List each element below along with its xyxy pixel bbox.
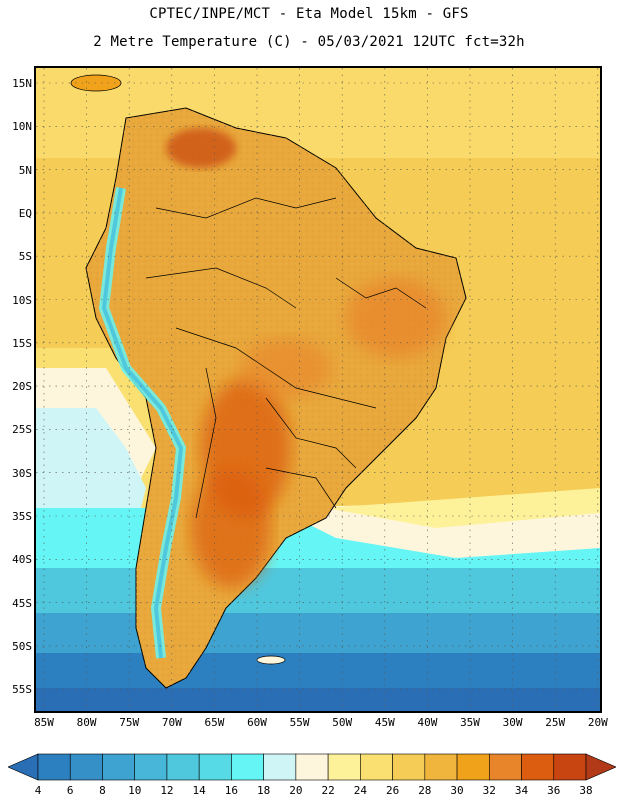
colorbar-segment xyxy=(521,753,555,781)
lon-label: 75W xyxy=(119,716,140,729)
colorbar-label: 38 xyxy=(579,784,593,797)
colorbar-segment xyxy=(488,753,522,781)
lon-label: 35W xyxy=(460,716,480,729)
colorbar-label: 34 xyxy=(514,784,529,797)
lat-label: 10N xyxy=(12,120,32,134)
colorbar-label: 12 xyxy=(160,784,174,797)
lat-label: 45S xyxy=(12,596,32,610)
lat-label: 10S xyxy=(12,293,32,307)
lat-label: 15N xyxy=(12,77,32,90)
lon-label: 80W xyxy=(76,716,97,729)
colorbar-label: 30 xyxy=(450,784,464,797)
temperature-map xyxy=(34,66,602,713)
colorbar-segment xyxy=(360,753,393,781)
lat-label: 15S xyxy=(12,336,32,350)
hot-core-northeast-brazil xyxy=(346,278,446,358)
lat-label: 20S xyxy=(12,380,32,394)
hot-core-argentina xyxy=(191,468,271,588)
colorbar: 4 6 8 10 12 14 16 18 20 22 24 26 28 30 32 34 36 38 xyxy=(7,752,617,798)
colorbar-label: 32 xyxy=(482,784,496,797)
country-borders xyxy=(145,197,427,519)
colorbar-label: 14 xyxy=(192,784,206,797)
lat-label: 40S xyxy=(12,553,32,567)
colorbar-label: 8 xyxy=(99,784,106,797)
lon-label: 20W xyxy=(587,716,608,729)
warm-core-central-brazil xyxy=(241,338,331,398)
colorbar-label: 26 xyxy=(385,784,400,797)
map-canvas xyxy=(36,68,600,711)
colorbar-canvas xyxy=(7,753,617,781)
colorbar-segment xyxy=(102,753,136,781)
colorbar-label: 16 xyxy=(224,784,239,797)
chart-title-line-2: 2 Metre Temperature (C) - 05/03/2021 12U… xyxy=(93,34,525,50)
lat-label: 5S xyxy=(18,250,32,264)
colorbar-arrow-low xyxy=(7,753,39,781)
ocean-atlantic-yellow-band xyxy=(326,488,600,528)
colorbar-arrow-high xyxy=(585,753,617,781)
lon-label: 55W xyxy=(289,716,310,729)
lon-label: 50W xyxy=(332,716,353,729)
lat-label: 50S xyxy=(12,639,32,653)
lon-label: 40W xyxy=(417,716,438,729)
andes-cold-core xyxy=(101,187,184,659)
colorbar-label: 28 xyxy=(418,784,432,797)
colorbar-segment xyxy=(553,753,587,781)
colorbar-segment xyxy=(166,753,200,781)
colorbar-label: 10 xyxy=(128,784,142,797)
lat-label: 25S xyxy=(12,423,32,437)
colorbar-label: 18 xyxy=(257,784,271,797)
lat-label: 55S xyxy=(12,683,32,697)
colorbar-label: 20 xyxy=(289,784,303,797)
colorbar-segment xyxy=(231,753,264,781)
caribbean-island xyxy=(70,74,122,92)
falkland-islands xyxy=(256,655,286,665)
lon-label: 70W xyxy=(161,716,182,729)
lat-label: 5N xyxy=(18,163,32,177)
colorbar-label: 6 xyxy=(66,784,74,797)
colorbar-label: 4 xyxy=(34,784,42,797)
colorbar-segment xyxy=(456,753,490,781)
colorbar-segment xyxy=(37,753,71,781)
colorbar-segment xyxy=(263,753,297,781)
ocean-band-4 xyxy=(36,688,600,711)
colorbar-segment xyxy=(295,753,329,781)
colorbar-segment xyxy=(198,753,232,781)
lat-label: 35S xyxy=(12,510,32,523)
colorbar-label: 24 xyxy=(353,784,367,797)
lat-label: 30S xyxy=(12,466,32,480)
colorbar-label: 36 xyxy=(547,784,561,797)
lat-label: EQ xyxy=(18,206,32,220)
chart-title-line-1: CPTEC/INPE/MCT - Eta Model 15km - GFS xyxy=(149,6,469,22)
ocean-pacific-cyan-band xyxy=(36,408,146,538)
colorbar-segment xyxy=(134,753,168,781)
colorbar-segment xyxy=(327,753,361,781)
lon-label: 65W xyxy=(204,716,225,729)
lon-label: 60W xyxy=(247,716,267,729)
lon-label: 30W xyxy=(502,716,523,729)
lon-label: 85W xyxy=(34,716,54,729)
south-america-land xyxy=(85,107,467,689)
lon-label: 25W xyxy=(545,716,566,729)
hot-core-venezuela xyxy=(166,128,236,168)
colorbar-segment xyxy=(424,753,458,781)
colorbar-segment xyxy=(69,753,103,781)
colorbar-segment xyxy=(392,753,426,781)
lon-label: 45W xyxy=(374,716,395,729)
colorbar-label: 22 xyxy=(321,784,335,797)
